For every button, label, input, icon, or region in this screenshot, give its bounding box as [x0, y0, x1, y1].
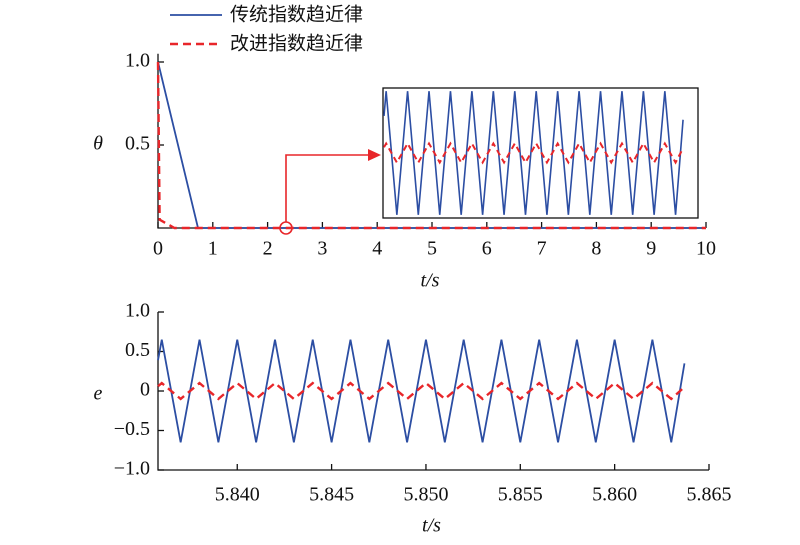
x-tick-label: 8	[591, 238, 601, 260]
x-tick-label: 5.860	[592, 484, 637, 506]
x-tick-label: 6	[482, 238, 492, 260]
x-tick-label: 5	[427, 238, 437, 260]
arrow-head	[368, 149, 381, 161]
legend-label: 改进指数趋近律	[230, 33, 363, 55]
x-axis-label: t/s	[421, 270, 440, 292]
series-line	[156, 61, 706, 230]
x-tick-label: 4	[372, 238, 382, 260]
series-line	[157, 339, 686, 443]
legend-label: 传统指数趋近律	[230, 4, 363, 26]
zoom-arrow	[285, 154, 370, 222]
x-tick-label: 1	[208, 238, 218, 260]
y-tick-label: −1.0	[114, 458, 150, 480]
x-tick-label: 5.845	[309, 484, 354, 506]
axis-line	[157, 312, 709, 471]
x-tick-label: 5.865	[687, 484, 732, 506]
y-tick-label: −0.5	[114, 418, 150, 440]
x-tick-label: 2	[263, 238, 273, 260]
zoom-annotation	[279, 87, 699, 235]
x-tick-label: 9	[646, 238, 656, 260]
inset	[383, 91, 684, 215]
x-tick-label: 3	[317, 238, 327, 260]
x-tick-label: 5.850	[403, 484, 448, 506]
y-axis-label: e	[94, 383, 103, 405]
y-tick-label: 0	[140, 379, 150, 401]
y-tick-label: 0.5	[125, 339, 150, 361]
x-tick-label: 10	[696, 238, 716, 260]
series-line	[157, 381, 686, 401]
y-axis-label: θ	[93, 132, 103, 154]
x-tick-label: 0	[153, 238, 163, 260]
x-tick-label: 5.855	[498, 484, 543, 506]
y-tick-label: 1.0	[125, 300, 150, 322]
y-tick-label: 0.5	[125, 133, 150, 155]
x-axis-label: t/s	[422, 515, 441, 537]
y-tick-label: 1.0	[125, 50, 150, 72]
inset-line	[383, 91, 684, 215]
x-tick-label: 7	[537, 238, 547, 260]
x-tick-label: 5.840	[215, 484, 260, 506]
